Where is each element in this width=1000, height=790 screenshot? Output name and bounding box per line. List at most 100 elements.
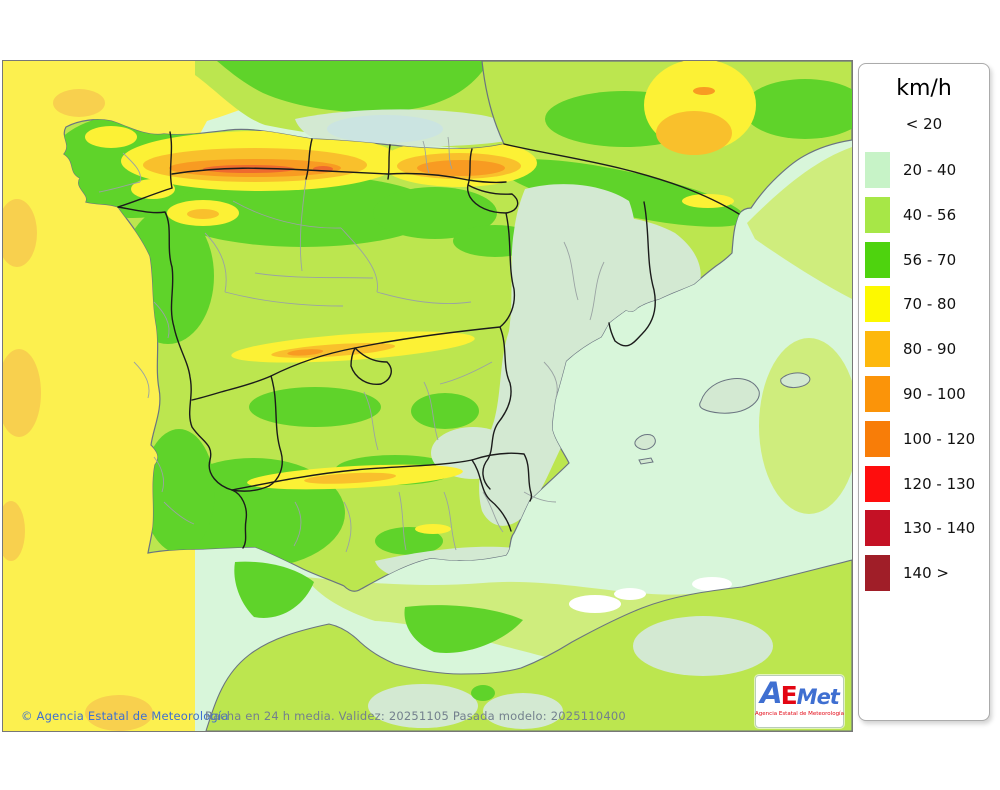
wind-zone-montes-toledo: [249, 387, 381, 427]
legend-swatch: [865, 375, 890, 412]
calm-zone-africa: [368, 684, 478, 728]
region-borders: [117, 131, 740, 549]
wind-zone-africa-green: [471, 685, 495, 701]
legend-label: 140 >: [903, 564, 949, 583]
wind-gust-map: © Agencia Estatal de Meteorología Racha …: [2, 60, 853, 732]
legend-row: 130 - 140: [859, 510, 989, 555]
border-madrid: [350, 347, 392, 385]
wind-zone-cuenca: [411, 393, 479, 429]
gust-band-cantabrian-core: [203, 165, 295, 173]
gust-band-sierra-morena: [247, 464, 463, 490]
legend-swatch: [865, 510, 890, 547]
gust-band-sistema-central-orange: [287, 349, 324, 356]
gulf-of-lion-zone: [747, 147, 852, 299]
aemet-tagline: Agencia Estatal de Meteorología: [755, 711, 844, 717]
aemet-letter-a: A: [760, 676, 783, 710]
legend-panel: km/h < 20 20 - 40 40 - 56 56 - 70 70 - 8…: [858, 63, 990, 721]
border-murcia-west: [471, 459, 512, 532]
legend-label: 20 - 40: [903, 161, 957, 179]
border-galicia-east: [169, 131, 173, 189]
border-aragon-catalonia: [608, 201, 656, 347]
legend-swatch: [865, 152, 890, 188]
border-spain-france: [503, 143, 740, 215]
atlantic-amber-patch: [3, 199, 37, 267]
formentera: [638, 457, 654, 465]
wind-zone-burgos: [373, 187, 497, 239]
spain-wind-map-svg: [3, 61, 852, 731]
calm-patch: [614, 588, 646, 600]
aemet-logo: A E Met Agencia Estatal de Meteorología: [755, 675, 844, 728]
border-basque-navarra: [467, 148, 473, 186]
wind-zone-malaga: [375, 527, 443, 555]
legend-row: 70 - 80: [859, 286, 989, 331]
province-borders: [98, 136, 605, 553]
legend-row: 120 - 130: [859, 465, 989, 511]
wind-zone-france-2: [743, 79, 852, 139]
calm-patch: [569, 595, 621, 613]
africa-wind-zones: [368, 616, 773, 729]
legend-row: 90 - 100: [859, 375, 989, 421]
legend-label: 80 - 90: [903, 340, 957, 359]
legend-row: 80 - 90: [859, 331, 989, 376]
legend-row: 40 - 56: [859, 196, 989, 242]
border-cantabrian-divide: [171, 167, 507, 184]
gust-band-sierra-morena-amber: [304, 472, 396, 484]
gust-patch-france-amber: [656, 111, 732, 155]
mallorca: [699, 378, 760, 414]
border-portugal-spain: [117, 206, 248, 549]
balearic-islands: [634, 372, 811, 465]
legend-row: 100 - 120: [859, 420, 989, 466]
wind-zone-pyrenees: [500, 159, 746, 227]
legend-row: 140 >: [859, 555, 989, 600]
border-cantabria-basque: [387, 144, 391, 180]
gust-patch-galicia: [85, 126, 137, 148]
legend-label: 100 - 120: [903, 429, 976, 448]
copyright-text: © Agencia Estatal de Meteorología: [21, 709, 229, 723]
land-wind-zones: [64, 61, 852, 577]
alboran-green-zone: [404, 605, 523, 653]
wind-zone-north-meseta: [168, 175, 438, 247]
border-extremadura-east: [231, 375, 283, 492]
border-murcia-valencia: [471, 452, 533, 502]
border-clm-valencia: [482, 326, 512, 490]
atlantic-amber-patch: [3, 349, 41, 437]
legend-rows: 20 - 40 40 - 56 56 - 70 70 - 80 80 - 90 …: [859, 152, 989, 600]
gust-patch-france-orange: [693, 87, 715, 95]
aemet-wordmark: A E Met: [760, 676, 840, 710]
legend-label: 130 - 140: [903, 519, 976, 538]
legend-label: 70 - 80: [903, 295, 957, 314]
border-galicia-south: [117, 187, 173, 208]
wind-zone-south-portugal: [143, 429, 215, 553]
legend-swatch: [865, 420, 890, 457]
gust-patch-bierzo-amber: [187, 209, 219, 219]
calm-zone-africa: [483, 693, 563, 729]
land-layer: [63, 61, 852, 731]
atlantic-amber-patch: [85, 695, 153, 731]
calm-zone-mancha: [431, 427, 515, 479]
legend-unit-title: km/h: [896, 76, 952, 101]
legend-swatch: [865, 196, 890, 233]
legend-class-under-20: < 20: [905, 115, 943, 133]
calm-patch: [692, 577, 732, 591]
calm-zone-africa: [633, 616, 773, 676]
atlantic-amber-patch: [3, 501, 25, 561]
legend-row: 20 - 40: [859, 152, 989, 197]
legend-label: 90 - 100: [903, 384, 966, 403]
atlantic-amber-patch: [53, 89, 105, 117]
ibiza: [634, 434, 656, 450]
north-africa: [205, 559, 852, 731]
biscay-green-zone: [217, 61, 489, 113]
legend-swatch: [865, 331, 890, 368]
biscay-coastal-blue: [327, 115, 443, 143]
aemet-letters-met: Met: [796, 685, 840, 709]
legend-swatch: [865, 465, 890, 502]
legend-label: 120 - 130: [903, 474, 976, 493]
border-asturias-cantabria: [305, 138, 313, 180]
aemet-letter-e: E: [780, 681, 798, 710]
gust-band-basque-orange: [417, 160, 505, 176]
border-castilla-leon-south: [191, 212, 516, 401]
menorca: [780, 372, 811, 388]
gulf-of-cadiz-zone: [234, 561, 314, 618]
gust-patch-sierra-nevada: [415, 524, 451, 534]
